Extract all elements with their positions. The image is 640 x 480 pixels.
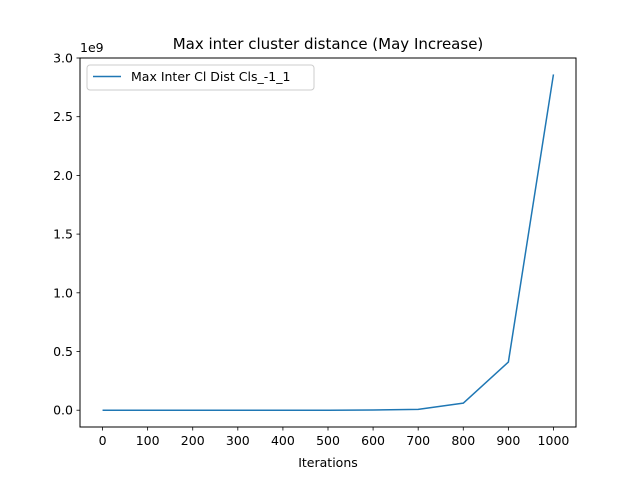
y-axis-ticks: 0.0 0.5 1.0 1.5 2.0 2.5 3.0 xyxy=(53,51,80,418)
y-tick-label: 0.0 xyxy=(53,403,73,418)
x-tick-label: 0 xyxy=(99,433,107,448)
x-tick-label: 700 xyxy=(406,433,430,448)
x-tick-label: 800 xyxy=(451,433,475,448)
y-tick-label: 3.0 xyxy=(53,51,73,66)
x-tick-label: 300 xyxy=(226,433,250,448)
x-axis-label: Iterations xyxy=(298,455,358,470)
x-tick-label: 500 xyxy=(316,433,340,448)
series-line xyxy=(102,74,555,411)
x-tick-label: 900 xyxy=(496,433,520,448)
legend-box xyxy=(86,64,315,91)
series-layer xyxy=(102,74,555,411)
y-tick-label: 2.5 xyxy=(53,109,73,124)
chart-title: Max inter cluster distance (May Increase… xyxy=(173,35,484,53)
x-tick-label: 1000 xyxy=(538,433,570,448)
y-tick-label: 1.0 xyxy=(53,285,73,300)
y-tick-label: 2.0 xyxy=(53,168,73,183)
y-tick-label: 1.5 xyxy=(53,227,73,242)
legend-label: Max Inter Cl Dist Cls_-1_1 xyxy=(131,69,290,84)
y-offset-label: 1e9 xyxy=(80,40,104,55)
x-axis-ticks: 0 100 200 300 400 500 600 700 800 900 1000 xyxy=(99,427,570,448)
x-tick-label: 100 xyxy=(136,433,160,448)
x-tick-label: 200 xyxy=(181,433,205,448)
y-tick-label: 0.5 xyxy=(53,344,73,359)
plot-frame xyxy=(79,57,577,428)
x-tick-label: 600 xyxy=(361,433,385,448)
x-tick-label: 400 xyxy=(271,433,295,448)
legend: Max Inter Cl Dist Cls_-1_1 xyxy=(86,64,315,91)
